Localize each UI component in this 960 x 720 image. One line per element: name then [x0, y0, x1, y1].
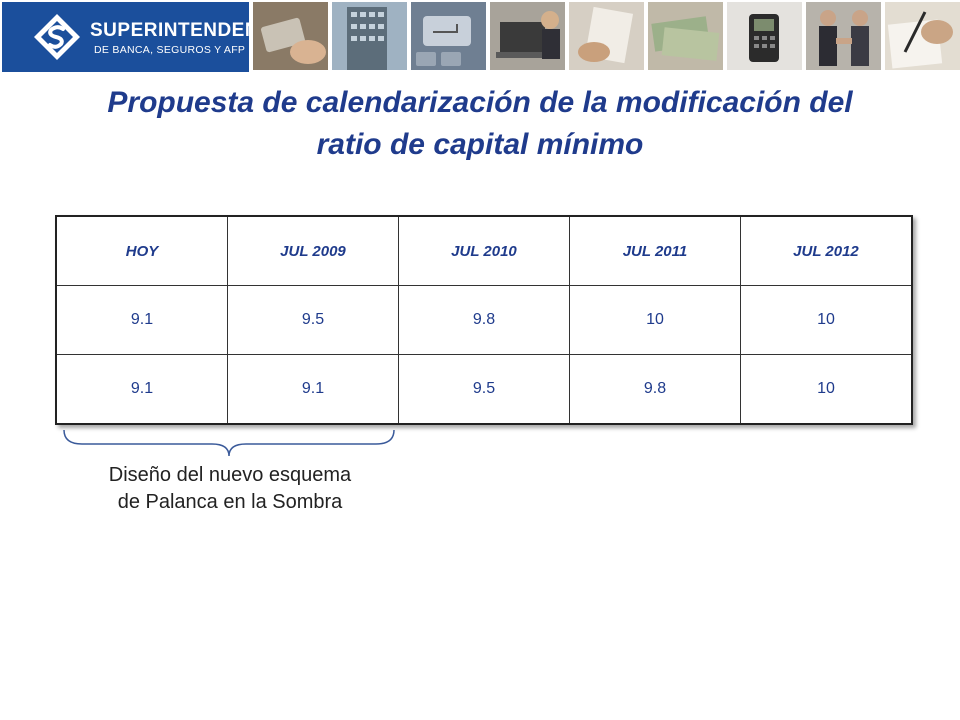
header-cell-hoy: HOY	[55, 215, 228, 286]
table-row: 9.1 9.1 9.5 9.8 10	[55, 354, 913, 425]
hand-document-photo-icon	[569, 2, 644, 70]
table-cell: 9.5	[397, 354, 570, 425]
header-cell-jul-2012: JUL 2012	[739, 215, 913, 286]
capital-ratio-table: HOY JUL 2009 JUL 2010 JUL 2011 JUL 2012 …	[55, 215, 913, 425]
table-cell: 9.8	[397, 285, 570, 355]
table-cell: 10	[568, 285, 741, 355]
logo-name: SUPERINTENDENCIA	[90, 20, 249, 41]
banknotes-photo-icon	[648, 2, 723, 70]
table-cell: 9.1	[226, 354, 399, 425]
annotation-line-1: Diseño del nuevo esquema	[108, 464, 352, 486]
sbs-logo: SUPERINTENDENCIA DE BANCA, SEGUROS Y AFP	[2, 2, 249, 72]
photo-strip	[253, 2, 960, 74]
keyboard-enter-photo-icon	[411, 2, 486, 70]
table-cell: 10	[739, 285, 913, 355]
table-cell: 9.1	[55, 285, 228, 355]
building-photo-icon	[332, 2, 407, 70]
table-row: 9.1 9.5 9.8 10 10	[55, 285, 913, 355]
header-banner: SUPERINTENDENCIA DE BANCA, SEGUROS Y AFP	[0, 0, 960, 74]
table-cell: 9.8	[568, 354, 741, 425]
logo-subtitle: DE BANCA, SEGUROS Y AFP	[94, 44, 246, 56]
title-line-2: ratio de capital mínimo	[316, 128, 644, 161]
card-terminal-photo-icon	[727, 2, 802, 70]
handshake-photo-icon	[806, 2, 881, 70]
credit-card-photo-icon	[253, 2, 328, 70]
header-cell-jul-2010: JUL 2010	[397, 215, 570, 286]
table-header-row: HOY JUL 2009 JUL 2010 JUL 2011 JUL 2012	[55, 215, 913, 286]
diamond-s-icon	[34, 14, 80, 60]
table-cell: 9.1	[55, 354, 228, 425]
laptop-user-photo-icon	[490, 2, 565, 70]
table-cell: 10	[739, 354, 913, 425]
writing-hand-photo-icon	[885, 2, 960, 70]
curly-brace-icon	[63, 429, 395, 457]
brace-annotation: Diseño del nuevo esquema de Palanca en l…	[70, 462, 390, 516]
header-cell-jul-2011: JUL 2011	[568, 215, 741, 286]
header-cell-jul-2009: JUL 2009	[226, 215, 399, 286]
title-line-1: Propuesta de calendarización de la modif…	[107, 86, 853, 119]
table-cell: 9.5	[226, 285, 399, 355]
slide-title: Propuesta de calendarización de la modif…	[60, 82, 900, 166]
annotation-line-2: de Palanca en la Sombra	[117, 491, 343, 513]
